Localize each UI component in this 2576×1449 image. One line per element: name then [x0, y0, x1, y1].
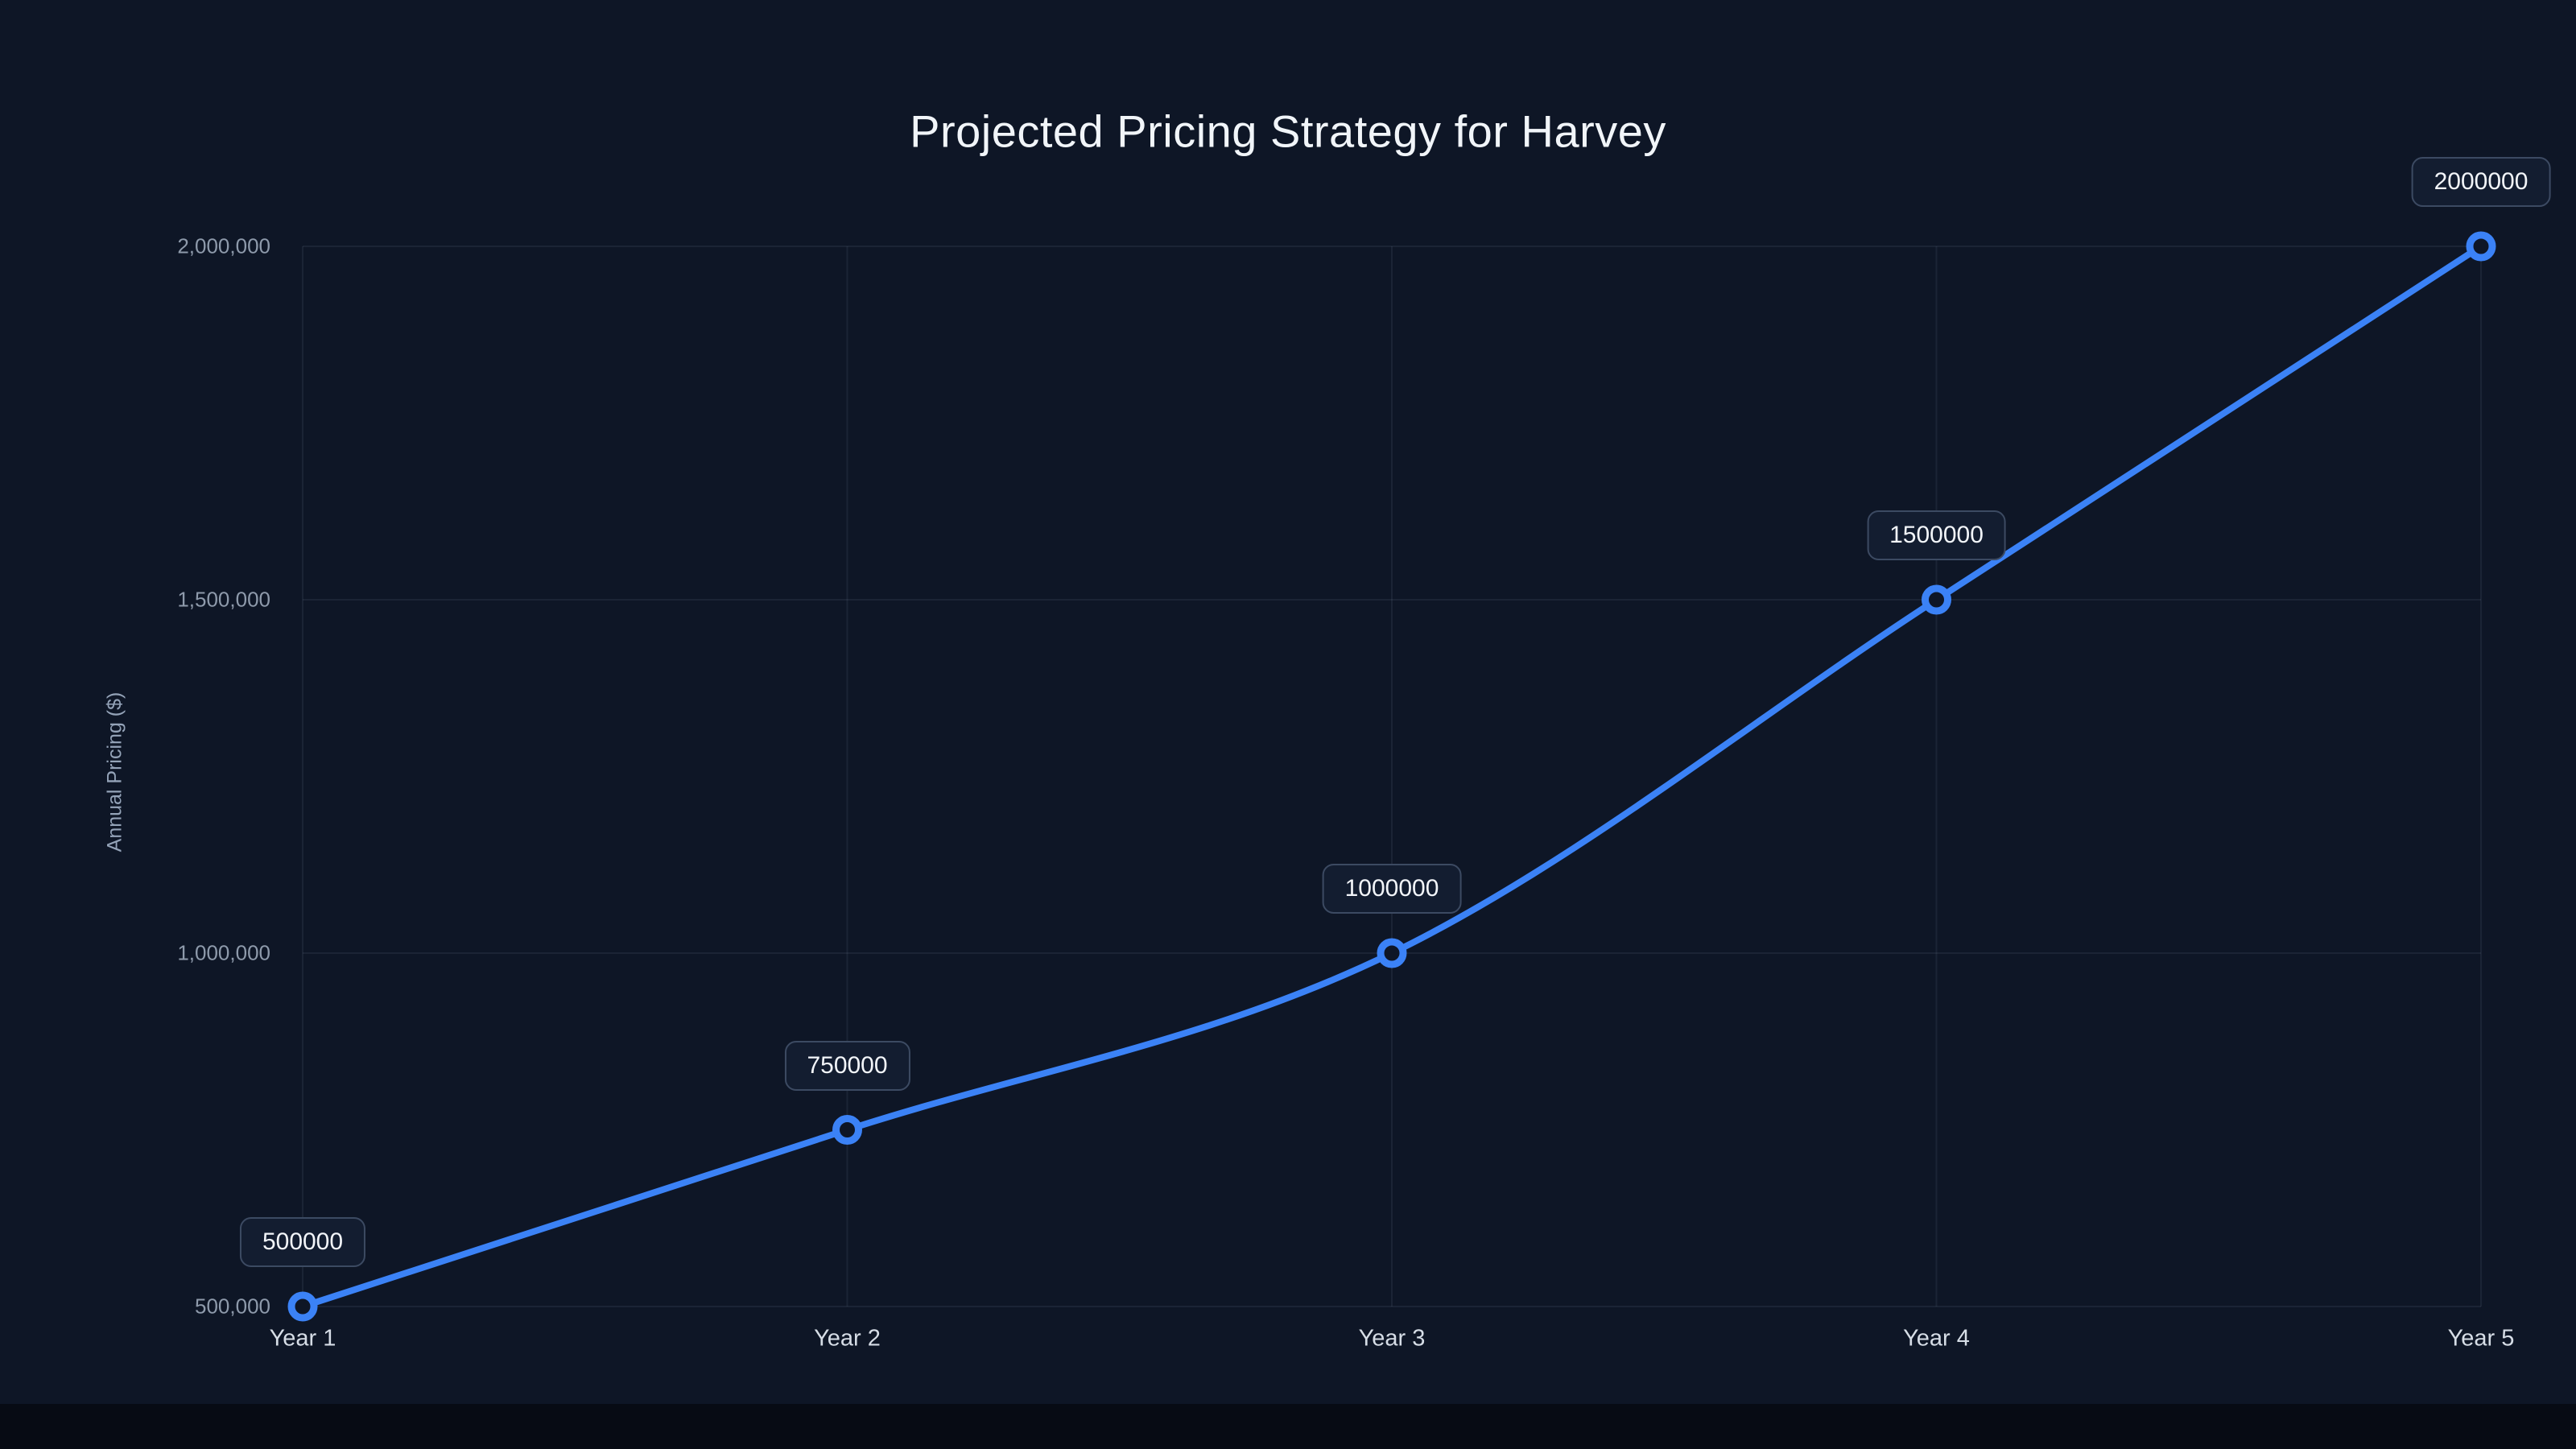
y-tick-label: 1,500,000: [177, 587, 270, 612]
x-tick-label: Year 4: [1903, 1325, 1970, 1352]
data-point-label: 500000: [239, 1217, 366, 1267]
pricing-line-chart: Projected Pricing Strategy for Harvey An…: [104, 105, 2551, 1352]
data-point-label: 750000: [784, 1040, 910, 1091]
data-point-marker: [1377, 938, 1407, 968]
data-point-marker: [2466, 231, 2496, 262]
plot-area: [287, 231, 2496, 1322]
data-point-label: 1500000: [1867, 510, 2006, 560]
chart-title: Projected Pricing Strategy for Harvey: [910, 105, 1666, 157]
x-tick-label: Year 1: [269, 1325, 336, 1352]
data-point-marker: [287, 1291, 318, 1322]
bottom-bar: [0, 1404, 2576, 1449]
data-point-label: 1000000: [1322, 864, 1462, 914]
y-tick-label: 500,000: [195, 1294, 270, 1319]
x-tick-label: Year 3: [1358, 1325, 1426, 1352]
data-point-label: 2000000: [2411, 157, 2551, 207]
data-point-marker: [832, 1115, 862, 1145]
series-line: [299, 243, 2484, 1310]
x-tick-label: Year 2: [814, 1325, 881, 1352]
x-tick-label: Year 5: [2447, 1325, 2515, 1352]
data-point-marker: [1922, 584, 1951, 615]
y-tick-label: 2,000,000: [177, 233, 270, 258]
y-tick-label: 1,000,000: [177, 940, 270, 965]
